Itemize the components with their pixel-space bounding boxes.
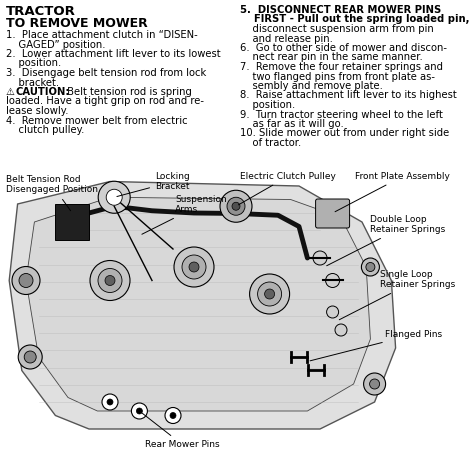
Text: 1.  Place attachment clutch in “DISEN-: 1. Place attachment clutch in “DISEN- <box>6 30 198 40</box>
Text: position.: position. <box>6 59 61 68</box>
Circle shape <box>257 282 282 306</box>
Text: 8.  Raise attachment lift lever to its highest: 8. Raise attachment lift lever to its hi… <box>240 91 457 100</box>
Text: disconnect suspension arm from pin: disconnect suspension arm from pin <box>240 24 434 34</box>
Circle shape <box>370 379 380 389</box>
Text: Electric Clutch Pulley: Electric Clutch Pulley <box>238 172 336 205</box>
Polygon shape <box>9 182 396 429</box>
Text: GAGED” position.: GAGED” position. <box>6 39 106 50</box>
Text: 2.  Lower attachment lift lever to its lowest: 2. Lower attachment lift lever to its lo… <box>6 49 220 59</box>
Text: 7.  Remove the four retainer springs and: 7. Remove the four retainer springs and <box>240 62 443 72</box>
Circle shape <box>220 190 252 222</box>
Text: 6.  Go to other side of mower and discon-: 6. Go to other side of mower and discon- <box>240 43 447 53</box>
Circle shape <box>182 255 206 279</box>
Circle shape <box>90 260 130 301</box>
Text: Flanged Pins: Flanged Pins <box>310 330 442 361</box>
Text: of tractor.: of tractor. <box>240 138 301 148</box>
Circle shape <box>326 273 339 287</box>
Text: position.: position. <box>240 100 295 110</box>
Circle shape <box>106 189 122 205</box>
Circle shape <box>189 262 199 272</box>
Text: 4.  Remove mower belt from electric: 4. Remove mower belt from electric <box>6 115 188 126</box>
Text: sembly and remove plate.: sembly and remove plate. <box>240 81 383 91</box>
Text: FIRST - Pull out the spring loaded pin,: FIRST - Pull out the spring loaded pin, <box>240 15 470 24</box>
Text: Front Plate Assembly: Front Plate Assembly <box>335 172 450 212</box>
Circle shape <box>24 351 36 363</box>
Text: Rear Mower Pins: Rear Mower Pins <box>142 413 219 449</box>
Circle shape <box>102 394 118 410</box>
Circle shape <box>174 247 214 287</box>
Circle shape <box>327 306 338 318</box>
Circle shape <box>364 373 386 395</box>
Circle shape <box>361 258 379 276</box>
Text: lease slowly.: lease slowly. <box>6 106 69 116</box>
Text: Locking
Bracket: Locking Bracket <box>117 172 190 197</box>
Circle shape <box>264 289 274 299</box>
Text: nect rear pin in the same manner.: nect rear pin in the same manner. <box>240 53 423 62</box>
Text: as far as it will go.: as far as it will go. <box>240 119 344 129</box>
Circle shape <box>12 266 40 295</box>
Text: Suspension
Arms: Suspension Arms <box>142 195 227 234</box>
FancyBboxPatch shape <box>316 199 350 228</box>
Text: and release pin.: and release pin. <box>240 33 333 44</box>
Text: bracket.: bracket. <box>6 77 59 88</box>
Circle shape <box>18 345 42 369</box>
Circle shape <box>313 251 327 265</box>
Polygon shape <box>26 197 370 411</box>
Text: 3.  Disengage belt tension rod from lock: 3. Disengage belt tension rod from lock <box>6 68 206 78</box>
Circle shape <box>131 403 147 419</box>
Text: loaded. Have a tight grip on rod and re-: loaded. Have a tight grip on rod and re- <box>6 97 204 106</box>
Text: Single Loop
Retainer Springs: Single Loop Retainer Springs <box>339 270 455 320</box>
Circle shape <box>232 202 240 210</box>
Text: 10. Slide mower out from under right side: 10. Slide mower out from under right sid… <box>240 129 449 138</box>
Text: CAUTION:: CAUTION: <box>16 87 71 97</box>
Circle shape <box>137 408 142 414</box>
Circle shape <box>107 399 113 405</box>
Text: two flanged pins from front plate as-: two flanged pins from front plate as- <box>240 71 435 82</box>
Circle shape <box>98 181 130 213</box>
Text: 9.  Turn tractor steering wheel to the left: 9. Turn tractor steering wheel to the le… <box>240 109 443 120</box>
Circle shape <box>170 413 176 418</box>
Circle shape <box>250 274 290 314</box>
Text: TO REMOVE MOWER: TO REMOVE MOWER <box>6 17 148 30</box>
Text: clutch pulley.: clutch pulley. <box>6 125 84 135</box>
Circle shape <box>227 197 245 215</box>
Text: Double Loop
Retainer Springs: Double Loop Retainer Springs <box>327 215 445 266</box>
Text: Belt tension rod is spring: Belt tension rod is spring <box>64 87 192 97</box>
Circle shape <box>19 273 33 287</box>
Polygon shape <box>55 204 89 240</box>
Text: Belt Tension Rod
Disengaged Position: Belt Tension Rod Disengaged Position <box>6 175 98 211</box>
Circle shape <box>335 324 347 336</box>
Circle shape <box>98 268 122 293</box>
Text: TRACTOR: TRACTOR <box>6 5 76 18</box>
Text: ⚠: ⚠ <box>6 87 15 97</box>
Text: 5.  DISCONNECT REAR MOWER PINS: 5. DISCONNECT REAR MOWER PINS <box>240 5 441 15</box>
Circle shape <box>165 408 181 424</box>
Circle shape <box>105 275 115 286</box>
Circle shape <box>366 263 375 272</box>
